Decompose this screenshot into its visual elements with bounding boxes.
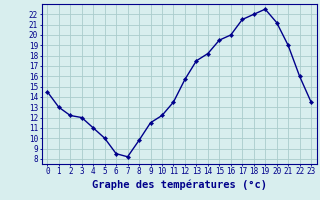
X-axis label: Graphe des températures (°c): Graphe des températures (°c) <box>92 179 267 190</box>
